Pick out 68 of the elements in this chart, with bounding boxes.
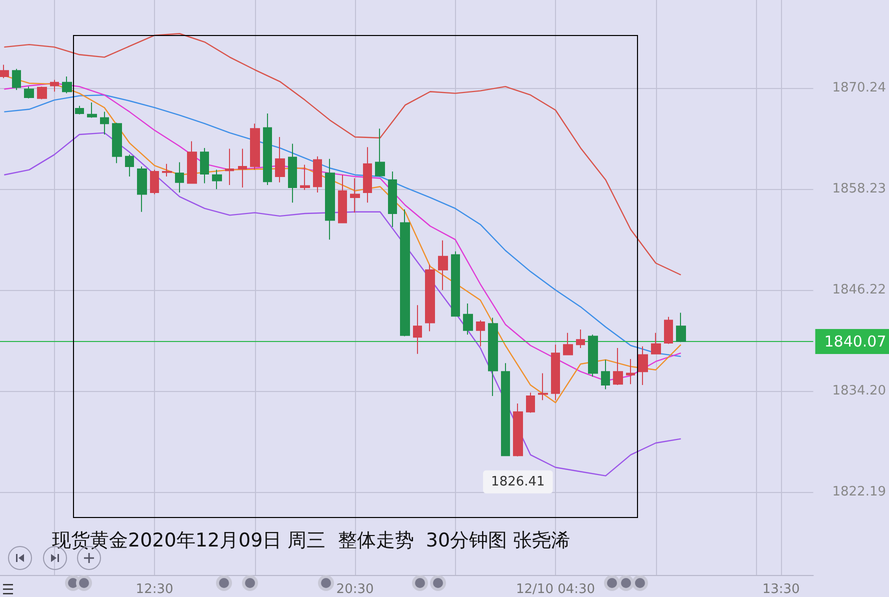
candlestick: [363, 146, 372, 204]
candlestick: [413, 304, 422, 354]
candlestick: [313, 156, 322, 194]
candlestick: [112, 122, 122, 164]
y-tick-label: 1858.23: [832, 181, 886, 196]
y-tick-label: 1846.22: [832, 282, 886, 298]
x-tick-label: 12/10 04:30: [516, 582, 596, 597]
candlestick: [601, 359, 610, 390]
candlestick: [300, 164, 310, 190]
candlestick: [576, 329, 585, 349]
annotation: 1826.41: [491, 474, 545, 490]
candlestick: [451, 250, 460, 317]
y-tick-label: 1870.24: [832, 80, 886, 96]
candlestick: [175, 162, 184, 194]
candlestick: [400, 208, 410, 337]
candlestick: [563, 332, 573, 356]
candlestick: [526, 392, 535, 414]
candlestick: [463, 302, 473, 336]
candlestick: [338, 174, 347, 224]
candlestick: [12, 68, 21, 90]
candlestick: [263, 112, 272, 186]
candlestick: [438, 240, 448, 291]
candlestick: [87, 102, 97, 118]
candlestick: [588, 334, 598, 378]
candlestick: [100, 111, 109, 136]
candlestick: [425, 264, 435, 332]
candlestick: [288, 143, 297, 204]
candlestick: [664, 316, 673, 344]
candlestick: [613, 348, 623, 386]
candlestick: [125, 154, 134, 178]
y-tick-label: 1834.20: [832, 383, 886, 398]
candlestick: [62, 76, 72, 94]
candlestick: [388, 170, 397, 228]
x-tick-label: 20:30: [336, 582, 374, 597]
line-series: [4, 33, 682, 276]
candlestick: [551, 344, 560, 401]
candlestick: [150, 169, 159, 195]
candlestick: [638, 346, 648, 386]
candlestick: [275, 136, 285, 183]
candlestick: [538, 372, 548, 401]
candlestick: [651, 332, 661, 354]
ref-line-label: 1840.07: [824, 332, 886, 351]
candlestick: [676, 312, 686, 343]
candlestick: [137, 166, 147, 212]
candlestick: [325, 158, 335, 240]
y-tick-label: 1822.19: [832, 484, 886, 500]
candlestick: [187, 140, 197, 184]
candlestick: [238, 148, 247, 188]
x-tick-label: 12:30: [136, 582, 174, 597]
candlestick: [476, 320, 485, 347]
candlestick: [626, 358, 635, 385]
candlestick: [375, 128, 385, 178]
candlestick: [162, 163, 172, 178]
candlestick: [24, 86, 34, 99]
candlestick: [501, 362, 510, 456]
candlestick: [225, 148, 234, 186]
candlestick: [488, 317, 498, 396]
candlestick: [0, 64, 9, 79]
candlestick: [37, 86, 47, 100]
candlestick: [200, 147, 209, 184]
candlestick: [513, 403, 523, 457]
x-tick-label: 13:30: [762, 582, 800, 597]
candlestick: [350, 178, 360, 214]
text: 现货黄金2020年12月09日 周三 整体走势 30分钟图 张尧浠: [52, 530, 570, 552]
candlestick: [50, 79, 59, 92]
candlestick: [75, 105, 84, 115]
candlestick: [250, 123, 260, 170]
candlestick: [212, 169, 222, 190]
